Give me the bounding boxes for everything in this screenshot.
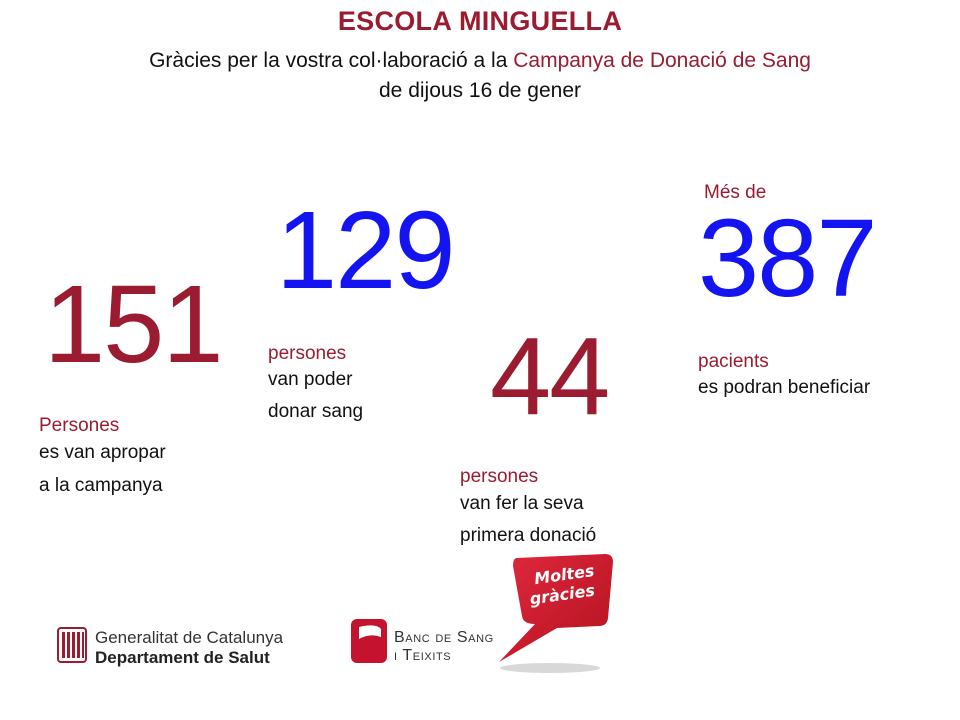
subtitle-text: Gràcies per la vostra col·laboració a la (149, 49, 514, 72)
stat-patients-label: pacients (698, 351, 769, 372)
banc-sang-line1: Banc de Sang (394, 629, 494, 646)
banc-sang-emblem-icon (351, 619, 387, 663)
page-title: ESCOLA MINGUELLA (337, 6, 623, 36)
generalitat-text: Generalitat de Catalunya Departament de … (95, 628, 283, 668)
stat-first-time-line1: van fer la seva (460, 493, 584, 514)
subtitle-date: de dijous 16 de gener (379, 79, 581, 102)
stat-patients-number: 387 (698, 197, 878, 320)
stat-approached-number: 151 (44, 263, 224, 386)
subtitle: Gràcies per la vostra col·laboració a la… (0, 46, 960, 106)
stat-donated-number: 129 (276, 189, 456, 312)
stat-first-time-label: persones (460, 466, 539, 487)
banc-sang-text: Banc de Sang i Teixits (394, 629, 494, 665)
stat-approached-label: Persones (39, 415, 120, 436)
moltes-gracies-bubble: Moltes gràcies (495, 550, 620, 680)
stat-first-time-number: 44 (490, 315, 610, 438)
banc-sang-logo (350, 617, 388, 670)
stat-donated-line2: donar sang (268, 401, 364, 422)
stat-patients-line1: es podran beneficiar (698, 377, 871, 398)
stat-approached-line2: a la campanya (39, 475, 163, 496)
speech-bubble-icon: Moltes gràcies (499, 554, 613, 673)
stat-approached-line1: es van apropar (39, 442, 166, 463)
generalitat-name: Generalitat de Catalunya (95, 628, 284, 647)
stat-first-time-line2: primera donació (460, 525, 597, 546)
banc-sang-line2: i Teixits (394, 647, 452, 664)
campaign-name: Campanya de Donació de Sang (513, 49, 811, 72)
department-name: Departament de Salut (95, 648, 270, 667)
stat-patients-prefix: Més de (704, 182, 767, 203)
stat-donated-line1: van poder (268, 369, 353, 390)
stat-donated-label: persones (268, 343, 347, 364)
generalitat-emblem-icon (57, 627, 87, 663)
generalitat-logo (57, 627, 87, 668)
